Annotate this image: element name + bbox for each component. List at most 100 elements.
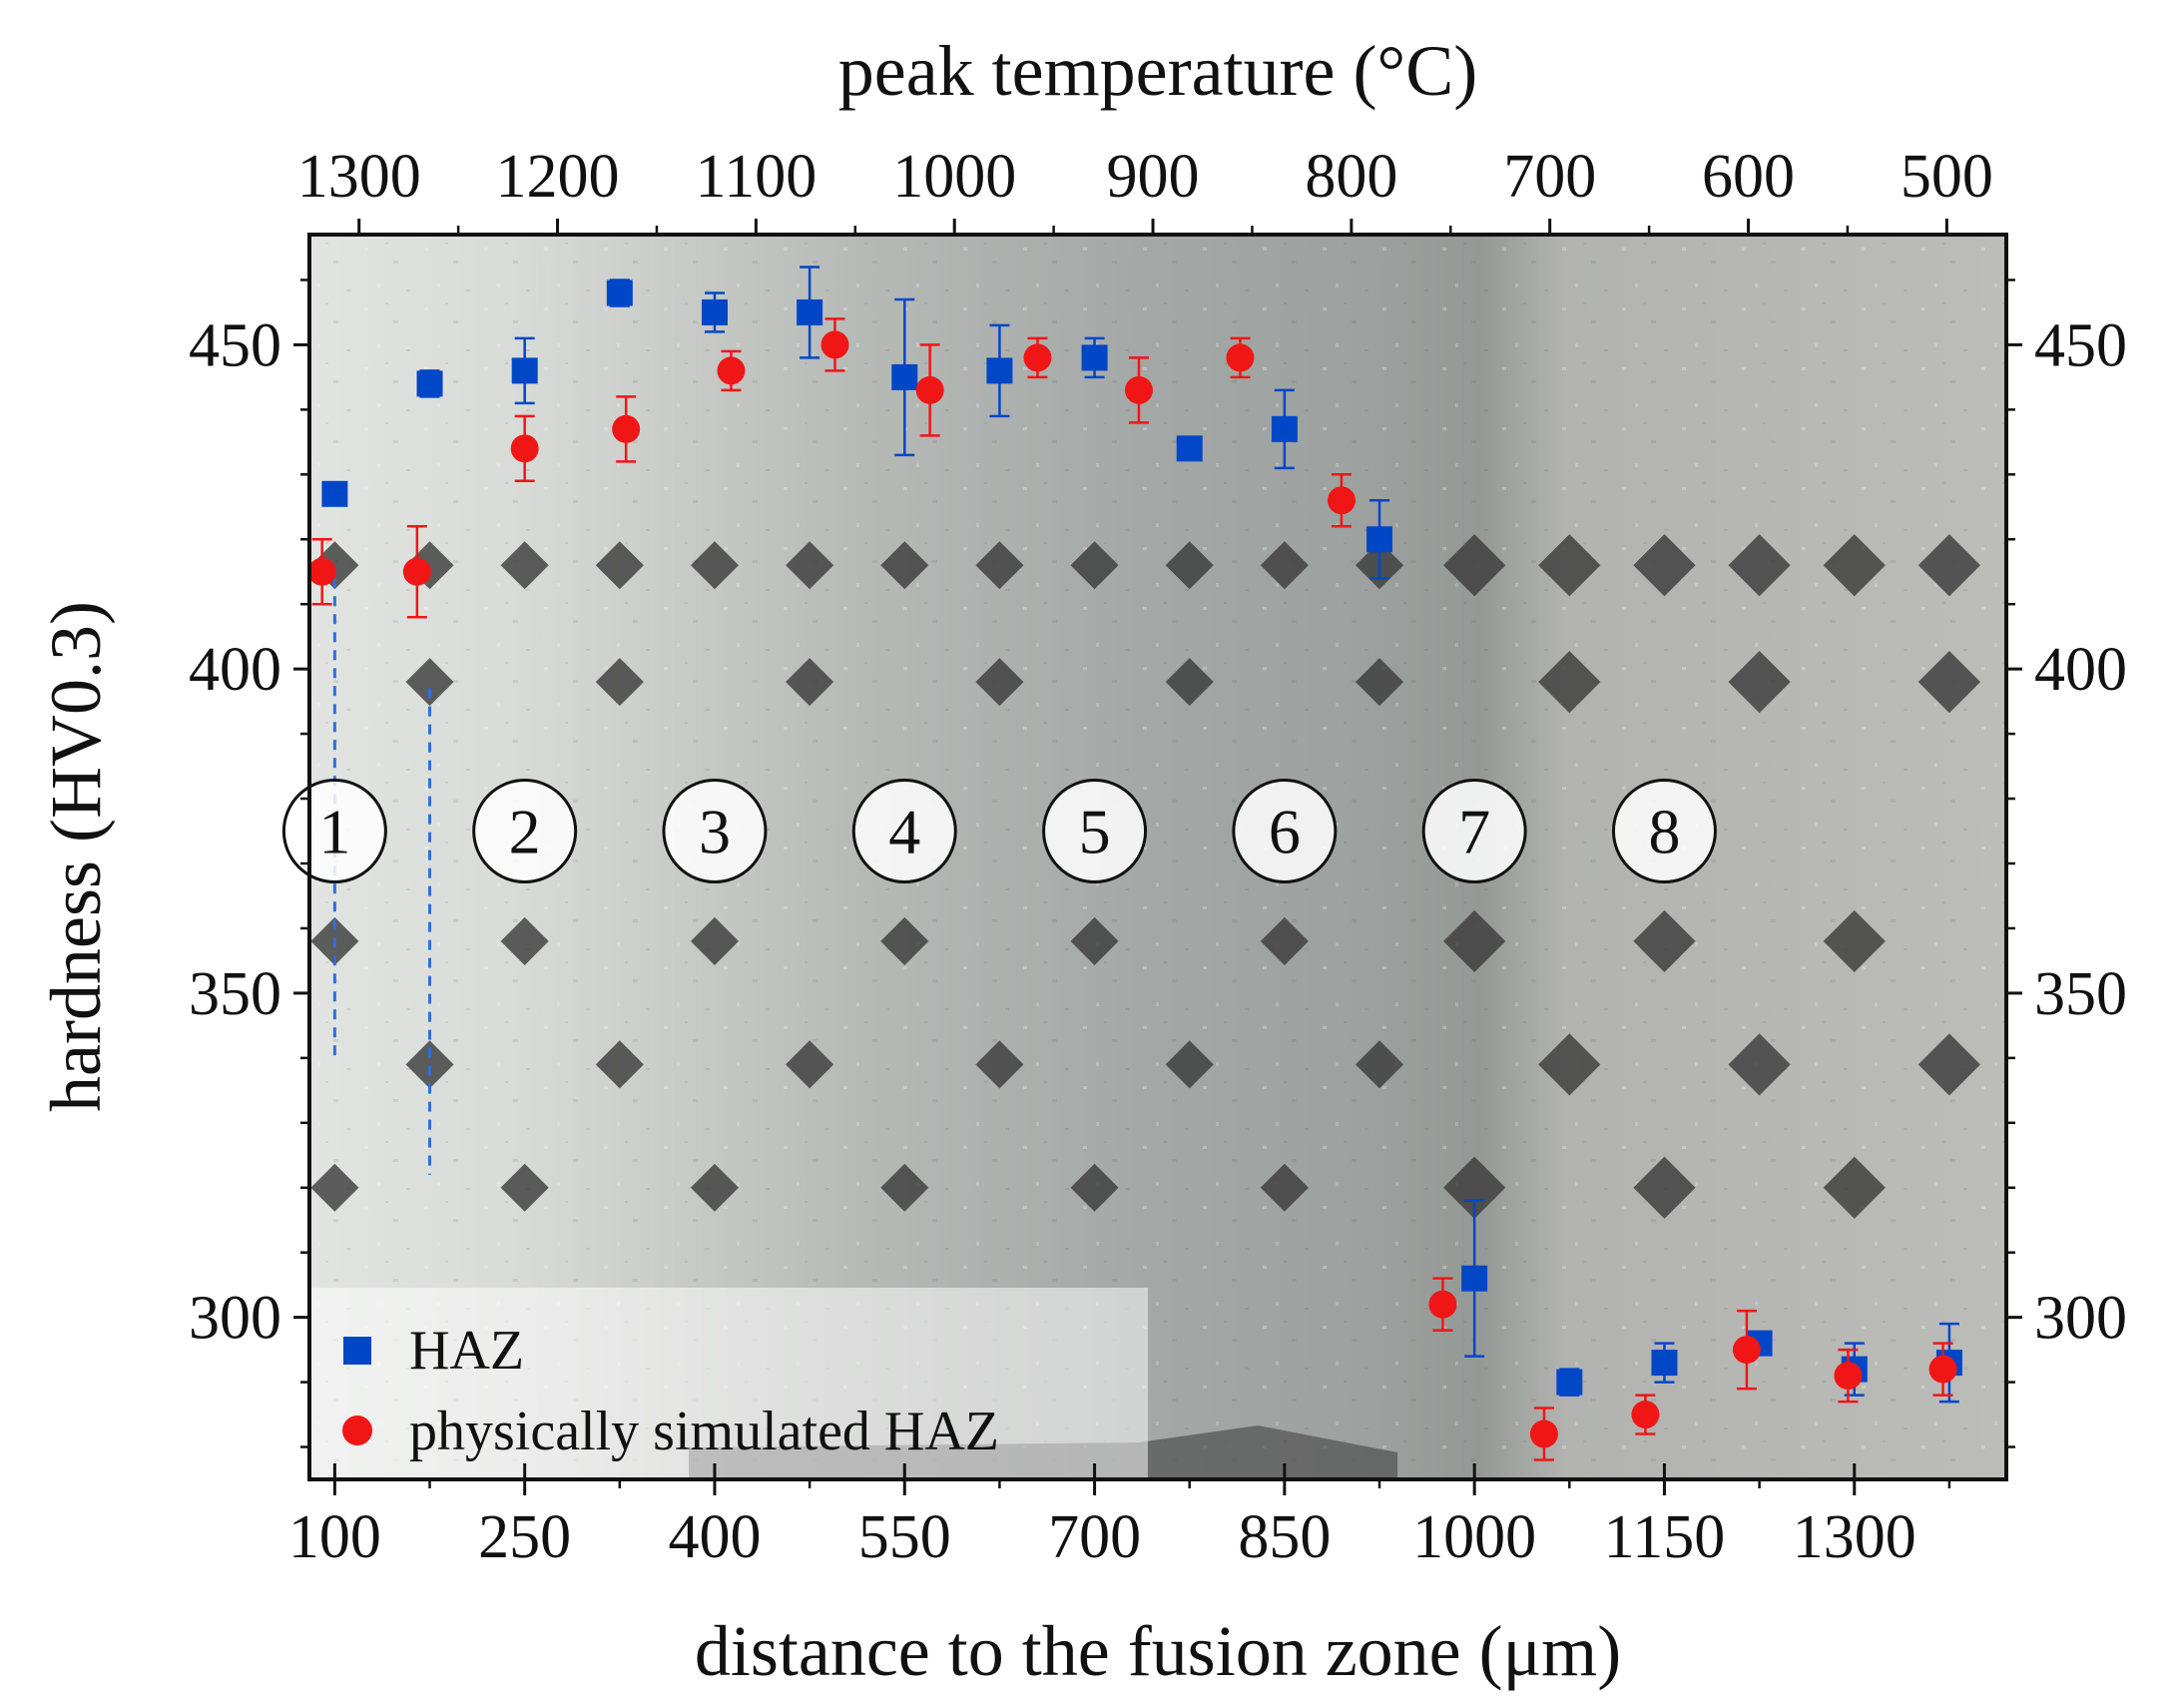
indent-mark: [595, 541, 644, 590]
zone-label-2: 2: [509, 797, 541, 867]
y-tick-label: 450: [189, 311, 281, 379]
x-tick-label: 700: [1048, 1503, 1141, 1571]
indent-mark: [880, 541, 929, 590]
x2-tick-label: 600: [1702, 143, 1795, 211]
haz-point-0: [321, 480, 348, 507]
indent-mark: [690, 916, 740, 965]
y-axis-title: hardness (HV0.3): [36, 601, 116, 1112]
simulated-point-1: [402, 557, 431, 586]
indent-mark: [880, 916, 929, 965]
indent-mark: [1728, 651, 1791, 714]
indent-mark: [1538, 534, 1601, 597]
haz-point-9: [1176, 435, 1203, 462]
zone-label-5: 5: [1079, 797, 1111, 867]
indent-mark: [405, 658, 454, 707]
legend-marker-simulated: [342, 1416, 372, 1445]
indent-mark: [1823, 909, 1886, 973]
legend-marker-haz: [343, 1337, 371, 1365]
micrograph-background: [309, 235, 2006, 1479]
legend-box: [309, 1288, 1148, 1479]
haz-point-14: [1651, 1350, 1678, 1377]
zone-markers: 1 2 3 4 5 6 7 8: [281, 779, 1717, 884]
simulated-point-4: [717, 356, 746, 385]
y2-tick-label: 300: [2034, 1285, 2127, 1353]
haz-point-1: [416, 370, 443, 397]
legend-label-haz: HAZ: [409, 1320, 524, 1382]
zone-circle-8: [1611, 779, 1717, 884]
zone-label-8: 8: [1648, 797, 1680, 867]
indent-mark: [500, 541, 549, 590]
indent-mark: [1443, 534, 1506, 597]
zone-label-4: 4: [888, 797, 920, 867]
x2-axis-title: peak temperature (°C): [838, 31, 1477, 111]
haz-point-6: [891, 363, 918, 390]
indent-mark: [1917, 534, 1981, 597]
x2-tick-label: 800: [1305, 143, 1397, 211]
indent-mark: [690, 541, 740, 590]
zone-label-1: 1: [318, 797, 350, 867]
zone-circle-7: [1421, 779, 1527, 884]
indent-mark: [786, 658, 834, 707]
legend-label-simulated: physically simulated HAZ: [409, 1401, 999, 1462]
haz-point-4: [701, 298, 728, 325]
data-series: [307, 266, 1962, 1461]
indent-mark: [975, 658, 1024, 707]
simulated-point-3: [612, 414, 641, 443]
legend: HAZ physically simulated HAZ: [342, 1320, 999, 1462]
simulated-point-2: [510, 434, 539, 463]
x-tick-label: 250: [478, 1503, 571, 1571]
simulated-point-12: [1529, 1420, 1558, 1448]
simulated-point-7: [1023, 343, 1052, 372]
indent-mark: [1917, 651, 1981, 714]
haz-point-5: [797, 298, 823, 325]
indent-mark: [1823, 534, 1886, 597]
simulated-point-8: [1124, 375, 1153, 404]
x-tick-label: 550: [858, 1503, 951, 1571]
x-tick-label: 100: [288, 1503, 381, 1571]
haz-point-2: [511, 357, 538, 384]
zone-circle-5: [1042, 779, 1148, 884]
simulated-point-9: [1226, 343, 1255, 372]
x-tick-label: 1150: [1604, 1503, 1726, 1571]
x2-tick-label: 1000: [892, 143, 1016, 211]
haz-point-13: [1556, 1369, 1583, 1396]
x-tick-label: 1300: [1793, 1503, 1916, 1571]
indent-mark: [595, 658, 644, 707]
indent-mark: [1443, 909, 1506, 973]
indent-mark: [1538, 651, 1601, 714]
x-tick-label: 400: [668, 1503, 761, 1571]
simulated-point-13: [1631, 1401, 1660, 1429]
indent-mark: [975, 541, 1024, 590]
haz-point-7: [986, 357, 1013, 384]
y-tick-label: 300: [189, 1285, 281, 1353]
plot-frame: [307, 233, 2008, 1481]
x2-tick-label: 1200: [496, 143, 620, 211]
x2-tick-label: 700: [1503, 143, 1596, 211]
simulated-point-6: [915, 375, 944, 404]
zone-circle-3: [662, 779, 768, 884]
y2-tick-label: 450: [2034, 311, 2127, 379]
indent-mark: [1633, 909, 1696, 973]
y-tick-label: 400: [189, 636, 281, 704]
x-tick-label: 850: [1238, 1503, 1331, 1571]
zone-label-3: 3: [699, 797, 731, 867]
series-simulated-haz: [307, 317, 1957, 1461]
simulated-point-14: [1732, 1336, 1761, 1365]
haz-point-10: [1271, 415, 1298, 442]
indent-mark: [500, 916, 549, 965]
simulated-point-11: [1428, 1290, 1457, 1319]
simulated-point-15: [1834, 1362, 1863, 1391]
haz-point-11: [1366, 526, 1393, 553]
simulated-point-5: [820, 330, 849, 359]
x-axis-title: distance to the fusion zone (μm): [695, 1611, 1621, 1691]
x-tick-label: 1000: [1412, 1503, 1536, 1571]
zone-label-6: 6: [1269, 797, 1301, 867]
simulated-point-16: [1928, 1355, 1957, 1384]
x2-tick-label: 500: [1901, 143, 1993, 211]
haz-point-3: [606, 280, 633, 306]
indent-mark: [786, 541, 834, 590]
y2-tick-label: 400: [2034, 636, 2127, 704]
zone-circle-6: [1232, 779, 1338, 884]
